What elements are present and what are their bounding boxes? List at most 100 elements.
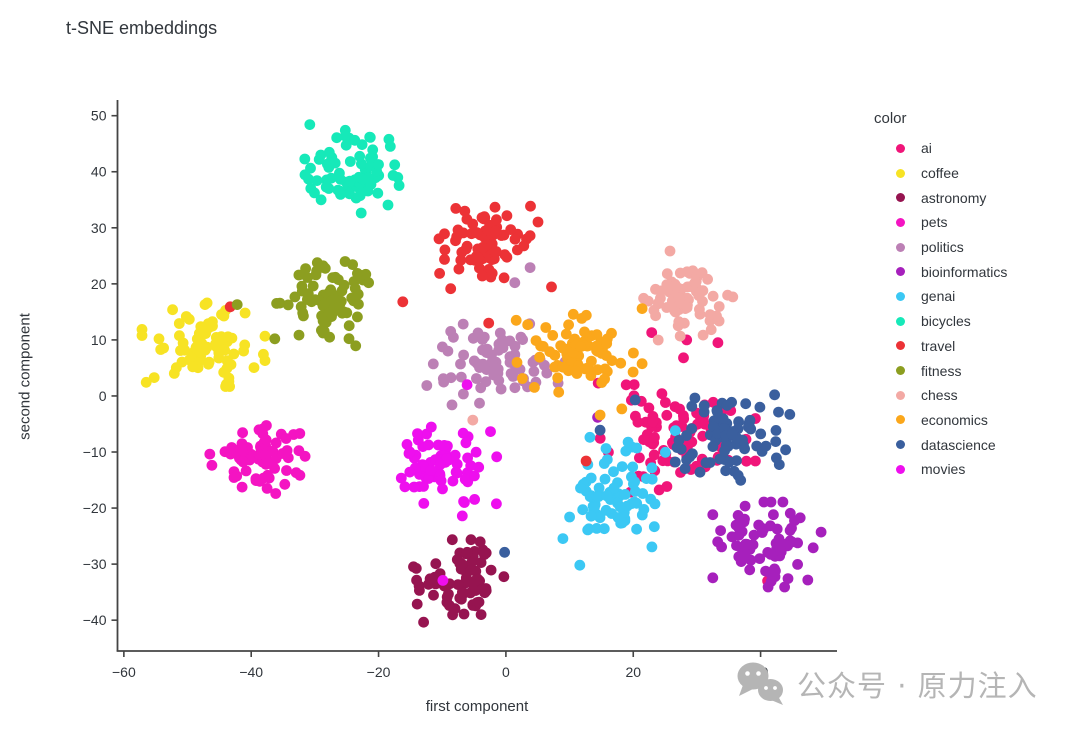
data-point: [254, 475, 266, 487]
data-point: [425, 421, 437, 433]
legend-label: economics: [921, 411, 988, 428]
data-point: [575, 341, 587, 353]
data-point: [712, 536, 724, 548]
legend-marker: [896, 291, 905, 301]
data-point: [532, 216, 544, 228]
y-axis-title: second component: [16, 313, 34, 440]
data-point: [782, 573, 794, 584]
legend-item-movies[interactable]: movies: [874, 457, 1007, 482]
data-point: [304, 119, 316, 130]
data-point: [418, 616, 429, 628]
data-point: [226, 332, 238, 344]
legend-item-bioinformatics[interactable]: bioinformatics: [874, 259, 1007, 284]
data-point: [461, 213, 473, 225]
data-point: [780, 444, 791, 456]
data-point: [755, 428, 767, 440]
data-point: [225, 448, 237, 460]
legend-item-ai[interactable]: ai: [874, 136, 1007, 161]
data-point: [458, 388, 469, 400]
data-point: [485, 426, 496, 437]
data-point: [450, 203, 462, 214]
legend-item-bicycles[interactable]: bicycles: [874, 309, 1007, 334]
data-point: [315, 194, 327, 206]
data-point: [408, 481, 420, 493]
legend-item-politics[interactable]: politics: [874, 235, 1007, 260]
legend-item-coffee[interactable]: coffee: [874, 161, 1007, 186]
data-point: [341, 307, 353, 319]
data-point: [210, 338, 221, 350]
data-point: [437, 575, 449, 586]
data-point: [707, 396, 719, 408]
data-point: [239, 339, 251, 351]
data-point: [262, 458, 274, 469]
legend-label: chess: [921, 387, 958, 404]
data-point: [594, 432, 606, 444]
data-point: [576, 313, 588, 324]
data-point: [591, 523, 603, 534]
data-point: [231, 299, 243, 310]
data-point: [299, 153, 311, 165]
data-point: [601, 490, 613, 502]
data-point: [743, 421, 754, 433]
legend-label: politics: [921, 239, 964, 256]
data-point: [451, 458, 463, 470]
data-point: [237, 456, 249, 468]
data-point: [739, 513, 750, 525]
data-point: [344, 156, 356, 167]
data-point: [505, 224, 517, 236]
data-point: [177, 337, 189, 349]
legend-item-genai[interactable]: genai: [874, 284, 1007, 309]
data-point: [583, 523, 595, 535]
data-point: [646, 327, 658, 338]
legend-marker: [896, 316, 905, 326]
data-point: [638, 504, 650, 515]
data-point: [606, 508, 618, 519]
data-point: [411, 574, 422, 586]
data-point: [815, 526, 827, 538]
data-point: [262, 469, 273, 481]
data-point: [461, 546, 473, 558]
data-point: [648, 449, 660, 461]
data-point: [356, 139, 368, 151]
data-point: [445, 372, 457, 384]
y-tick-label: −30: [83, 556, 107, 572]
data-point: [669, 456, 681, 468]
data-point: [620, 379, 632, 391]
data-point: [295, 301, 307, 313]
data-point: [414, 585, 425, 596]
legend-item-economics[interactable]: economics: [874, 408, 1007, 433]
data-point: [437, 341, 448, 353]
legend-item-travel[interactable]: travel: [874, 334, 1007, 359]
data-point: [557, 533, 569, 544]
y-tick-label: −10: [83, 444, 107, 460]
legend-item-datascience[interactable]: datascience: [874, 432, 1007, 457]
data-point: [632, 416, 644, 428]
y-tick-label: 30: [91, 220, 107, 236]
data-point: [201, 297, 213, 309]
data-point: [598, 523, 610, 535]
legend-item-chess[interactable]: chess: [874, 383, 1007, 408]
data-point: [722, 289, 733, 301]
x-tick-label: 40: [753, 664, 769, 680]
data-point: [480, 583, 492, 594]
data-point: [643, 402, 655, 414]
data-point: [434, 459, 446, 470]
data-point: [231, 470, 243, 482]
data-point: [784, 525, 796, 536]
legend-item-pets[interactable]: pets: [874, 210, 1007, 235]
data-point: [472, 252, 484, 263]
data-point: [473, 596, 485, 608]
data-point: [206, 459, 218, 471]
legend-item-astronomy[interactable]: astronomy: [874, 185, 1007, 210]
data-point: [585, 472, 597, 484]
legend-item-fitness[interactable]: fitness: [874, 358, 1007, 383]
data-point: [453, 263, 465, 275]
data-point: [650, 310, 661, 322]
legend-marker: [896, 193, 905, 203]
data-point: [638, 434, 649, 445]
data-point: [240, 465, 252, 477]
data-point: [439, 254, 450, 265]
data-point: [311, 175, 323, 187]
data-point: [411, 598, 423, 610]
data-point: [294, 428, 306, 439]
